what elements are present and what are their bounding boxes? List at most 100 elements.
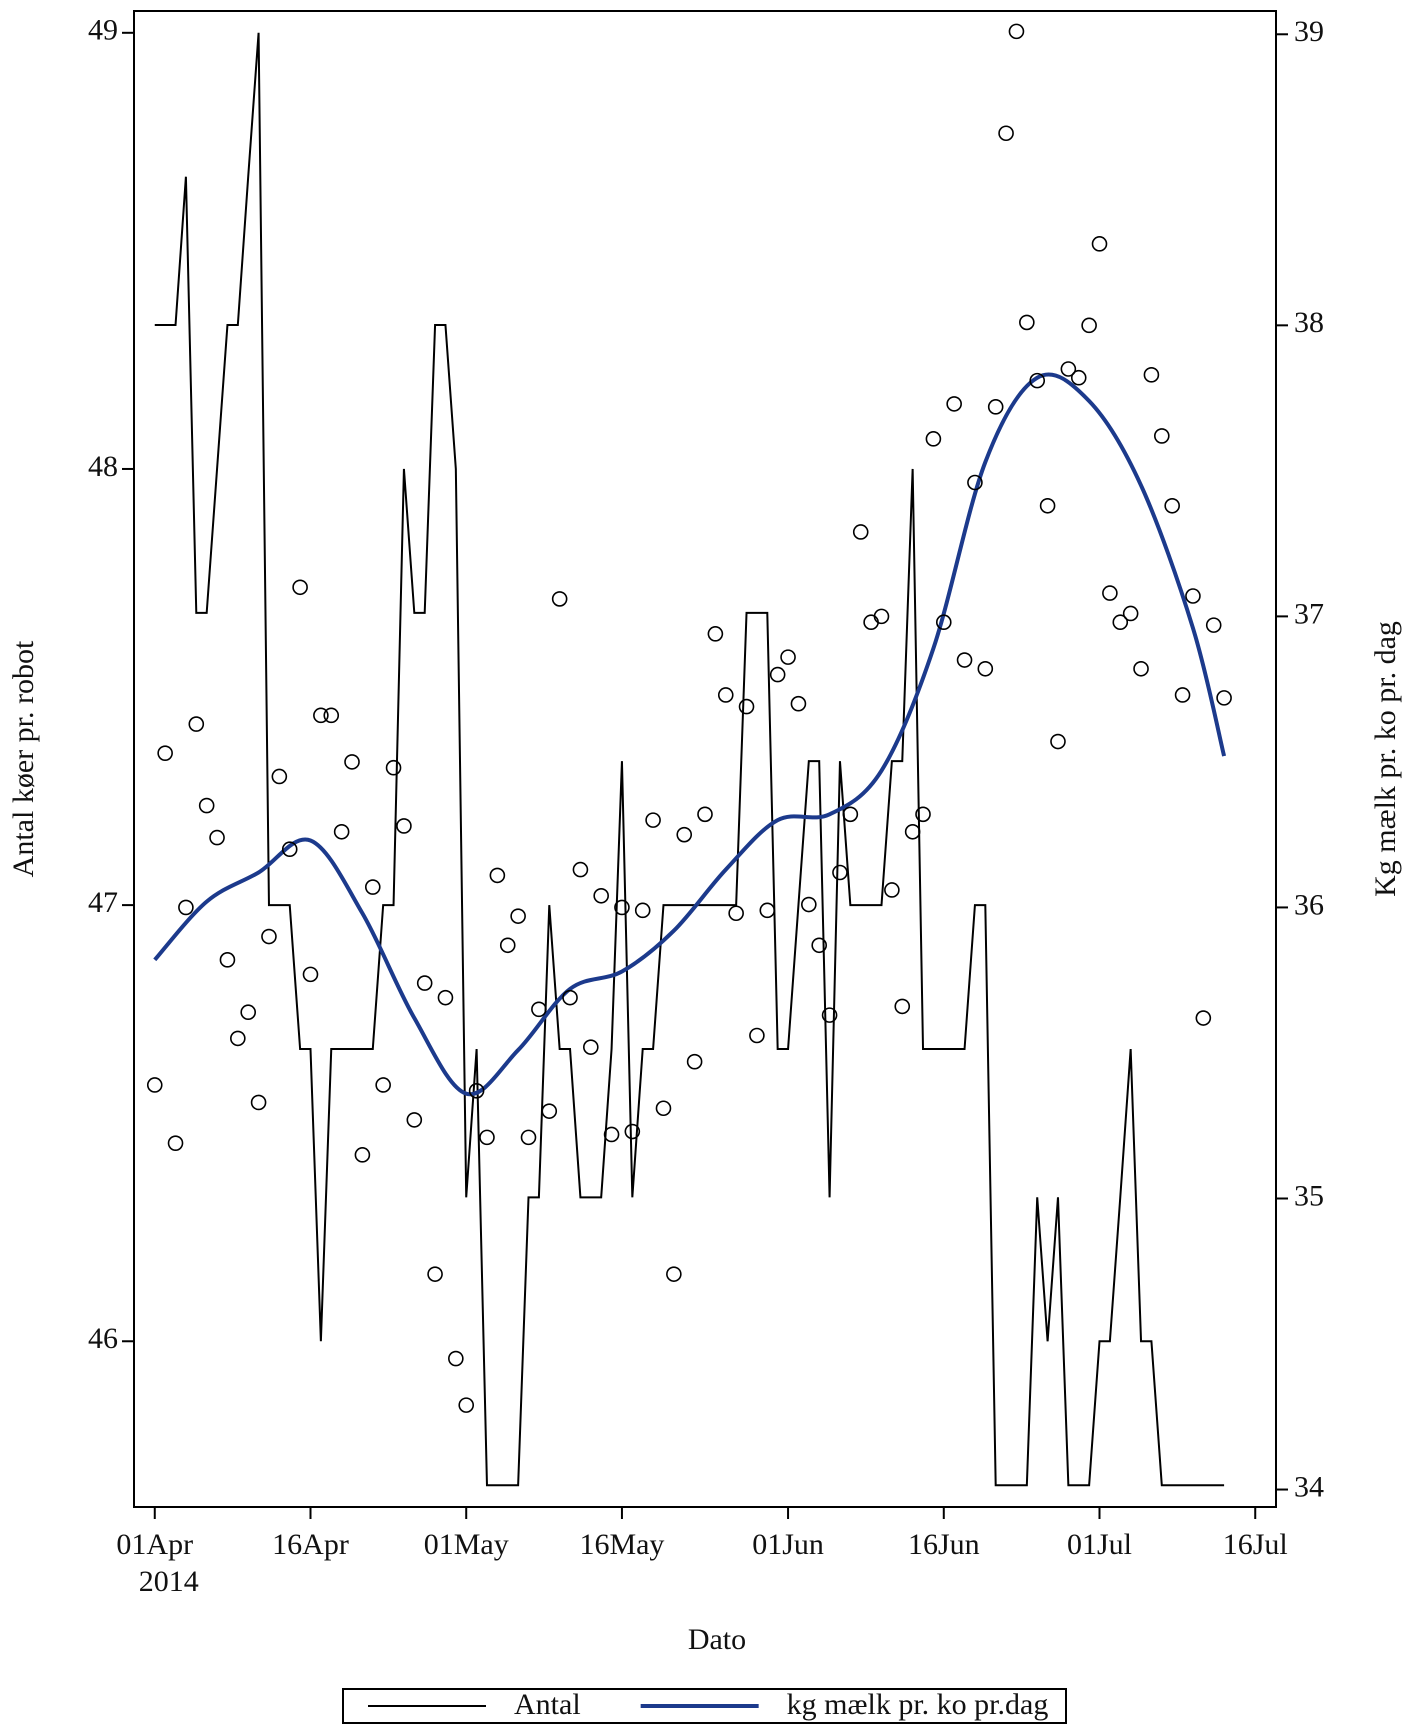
scatter-point bbox=[562, 989, 578, 1006]
scatter-point bbox=[458, 1397, 475, 1413]
scatter-point bbox=[603, 1126, 620, 1143]
scatter-point bbox=[884, 882, 900, 898]
scatter-point bbox=[333, 823, 350, 840]
scatter-point bbox=[780, 649, 796, 665]
scatter-point bbox=[354, 1147, 371, 1163]
scatter-point bbox=[582, 1039, 599, 1055]
scatter-point bbox=[1060, 361, 1077, 377]
scatter-point bbox=[572, 861, 589, 878]
scatter-point bbox=[967, 474, 983, 491]
scatter-point bbox=[666, 1266, 682, 1282]
x-tick-label: 16Jul bbox=[1223, 1528, 1288, 1561]
scatter-point bbox=[987, 399, 1004, 415]
scatter-point bbox=[510, 908, 526, 924]
x-tick-label: 01May bbox=[424, 1528, 509, 1561]
scatter-point bbox=[385, 759, 402, 776]
scatter-point bbox=[738, 698, 755, 715]
scatter-point bbox=[1122, 605, 1139, 622]
scatter-point bbox=[261, 928, 277, 945]
y2-tick-label: 38 bbox=[1294, 306, 1324, 339]
scatter-point bbox=[593, 887, 609, 904]
scatter-point bbox=[624, 1123, 641, 1140]
scatter-point bbox=[894, 998, 911, 1015]
scatter-point bbox=[977, 660, 994, 677]
scatter-point bbox=[167, 1135, 184, 1151]
y2-tick-label: 35 bbox=[1294, 1179, 1324, 1212]
scatter-point bbox=[790, 695, 807, 712]
scatter-point bbox=[1070, 369, 1087, 386]
y-tick-label: 47 bbox=[88, 886, 118, 919]
x-tick-label: 16Jun bbox=[908, 1528, 980, 1561]
y-axis-title: Antal køer pr. robot bbox=[7, 640, 40, 877]
scatter-point bbox=[935, 614, 952, 631]
scatter-point bbox=[489, 867, 506, 884]
scatter-point bbox=[697, 806, 713, 823]
scatter-point bbox=[313, 707, 329, 724]
scatter-point bbox=[863, 614, 879, 631]
scatter-point bbox=[520, 1129, 537, 1146]
scatter-point bbox=[323, 707, 340, 724]
scatter-point bbox=[873, 608, 890, 625]
scatter-point bbox=[468, 1082, 485, 1099]
scatter-point bbox=[198, 797, 215, 814]
scatter-point bbox=[1019, 314, 1035, 331]
scatter-point bbox=[219, 952, 236, 968]
scatter-point bbox=[1029, 372, 1046, 389]
scatter-point bbox=[1050, 733, 1066, 750]
scatter-point bbox=[852, 524, 869, 540]
x-tick-label: 16May bbox=[579, 1528, 664, 1561]
scatter-point bbox=[1143, 367, 1160, 383]
scatter-point bbox=[925, 431, 942, 447]
scatter-point bbox=[811, 937, 828, 954]
scatter-point bbox=[302, 966, 319, 983]
scatter-point bbox=[416, 975, 433, 991]
scatter-point bbox=[292, 579, 308, 596]
scatter-point bbox=[1039, 497, 1056, 514]
scatter-point bbox=[759, 902, 776, 919]
scatter-point bbox=[1195, 1010, 1212, 1026]
x-tick-label: 01Jul bbox=[1067, 1528, 1132, 1561]
scatter-point bbox=[1102, 585, 1118, 601]
scatter-point bbox=[250, 1094, 267, 1111]
scatter-point bbox=[821, 1007, 838, 1023]
y-tick-label: 49 bbox=[88, 14, 118, 47]
scatter-point bbox=[1081, 317, 1097, 334]
scatter-point bbox=[499, 937, 516, 954]
scatter-point bbox=[769, 666, 786, 683]
x-axis-title: Dato bbox=[688, 1623, 746, 1656]
scatter-point bbox=[676, 826, 693, 843]
scatter-point bbox=[832, 864, 848, 881]
legend-label: kg mælk pr. ko pr.dag bbox=[787, 1688, 1049, 1721]
scatter-point bbox=[717, 687, 734, 703]
scatter-point bbox=[271, 768, 288, 785]
scatter-point bbox=[448, 1350, 464, 1367]
scatter-point bbox=[801, 896, 817, 913]
scatter-point bbox=[364, 879, 381, 895]
scatter-point bbox=[998, 125, 1014, 142]
scatter-point bbox=[1205, 617, 1222, 633]
scatter-point bbox=[749, 1027, 765, 1044]
y2-tick-label: 36 bbox=[1294, 888, 1324, 921]
scatter-point bbox=[655, 1100, 672, 1117]
scatter-point bbox=[479, 1129, 495, 1146]
scatter-point bbox=[1174, 687, 1191, 703]
y2-tick-label: 37 bbox=[1294, 597, 1324, 630]
plot-frame bbox=[133, 10, 1277, 1508]
scatter-point bbox=[531, 1001, 547, 1018]
scatter-point bbox=[842, 806, 859, 823]
scatter-point bbox=[230, 1030, 246, 1047]
scatter-point bbox=[427, 1266, 443, 1282]
x-year-label: 2014 bbox=[139, 1565, 199, 1598]
scatter-point bbox=[541, 1103, 558, 1119]
scatter-point bbox=[406, 1112, 423, 1128]
x-tick-label: 01Apr bbox=[116, 1528, 193, 1561]
legend-label: Antal bbox=[514, 1688, 581, 1721]
smooth-line bbox=[153, 372, 1227, 1097]
scatter-point bbox=[686, 1053, 703, 1070]
scatter-point bbox=[1008, 23, 1025, 40]
scatter-point bbox=[240, 1004, 256, 1021]
scatter-point bbox=[188, 716, 205, 732]
scatter-point bbox=[1091, 236, 1108, 252]
scatter-point bbox=[956, 652, 973, 668]
